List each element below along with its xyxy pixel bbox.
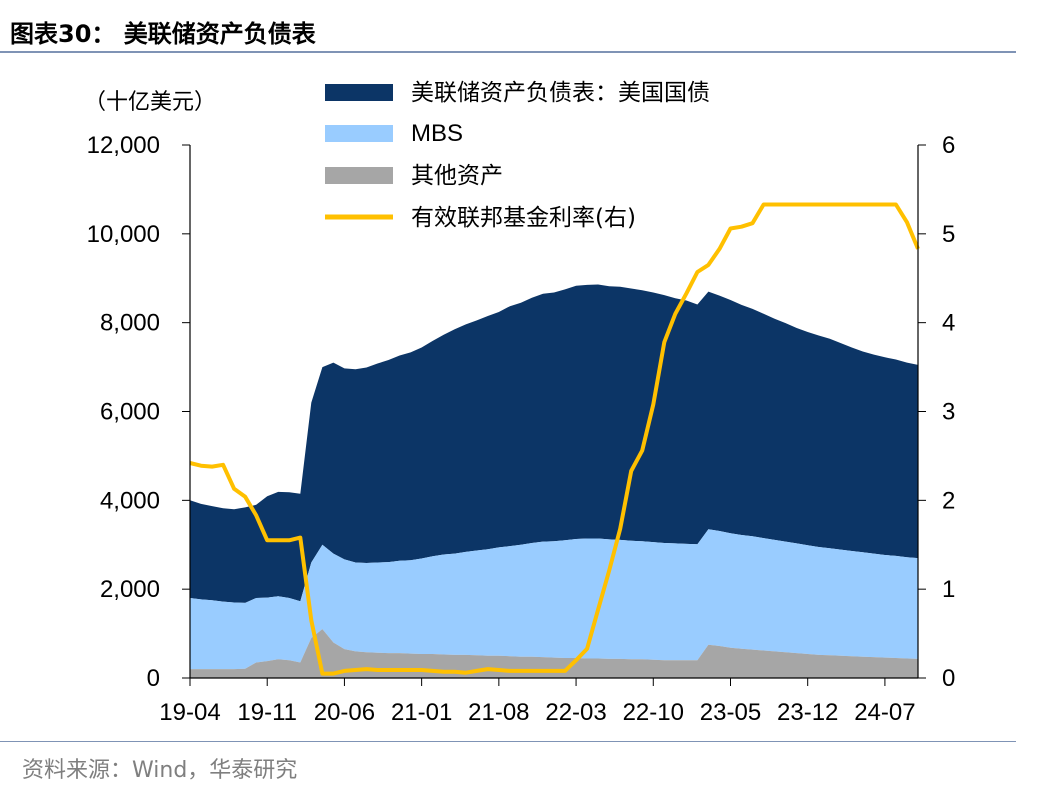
x-tick-label: 21-08 bbox=[468, 699, 529, 726]
legend-other-label: 其他资产 bbox=[411, 163, 503, 189]
x-tick-label: 19-04 bbox=[159, 699, 220, 726]
other-assets-area bbox=[190, 629, 918, 678]
x-tick-label: 24-07 bbox=[854, 699, 915, 726]
legend-mbs-swatch bbox=[325, 125, 393, 142]
title-rule bbox=[0, 51, 1016, 53]
legend-mbs-label: MBS bbox=[411, 120, 463, 147]
rate-line-group bbox=[189, 202, 920, 676]
x-tick-label: 19-11 bbox=[237, 699, 297, 726]
x-tick-label: 20-06 bbox=[314, 699, 375, 726]
x-tick-label: 23-12 bbox=[777, 699, 838, 726]
right-tick-label: 6 bbox=[942, 132, 955, 159]
legend-treasury-label: 美联储资产负债表：美国国债 bbox=[411, 80, 710, 106]
stacked-areas bbox=[190, 284, 918, 678]
right-tick-label: 0 bbox=[942, 665, 955, 692]
x-tick-label: 21-01 bbox=[391, 699, 452, 726]
x-tick-label: 22-03 bbox=[545, 699, 606, 726]
left-tick-label: 0 bbox=[147, 665, 160, 692]
mbs-area bbox=[190, 529, 918, 670]
left-tick-label: 6,000 bbox=[100, 399, 160, 426]
source-rule bbox=[0, 741, 1016, 742]
legend-treasury-swatch bbox=[325, 84, 393, 101]
right-tick-label: 1 bbox=[942, 576, 955, 603]
y-axis-unit-label: （十亿美元） bbox=[84, 90, 217, 115]
left-tick-label: 8,000 bbox=[100, 310, 160, 337]
figure-title: 图表30： 美联储资产负债表 bbox=[10, 20, 316, 48]
legend-fed-funds-label: 有效联邦基金利率(右) bbox=[411, 205, 636, 231]
right-tick-label: 5 bbox=[942, 221, 955, 248]
treasury-area bbox=[190, 284, 918, 603]
legend-other-swatch bbox=[325, 167, 393, 184]
left-tick-label: 2,000 bbox=[100, 576, 160, 603]
x-tick-label: 22-10 bbox=[623, 699, 684, 726]
x-tick-label: 23-05 bbox=[700, 699, 761, 726]
left-tick-label: 12,000 bbox=[87, 132, 160, 159]
fed-funds-rate-line bbox=[189, 202, 920, 676]
source-note: 资料来源：Wind，华泰研究 bbox=[22, 758, 298, 783]
right-tick-label: 4 bbox=[942, 310, 955, 337]
right-tick-label: 2 bbox=[942, 487, 955, 514]
left-tick-label: 10,000 bbox=[87, 221, 160, 248]
axes: 0 2,000 4,000 6,000 8,000 10,000 12,000 0 1 2 3 4 5 6… bbox=[87, 132, 956, 726]
left-tick-label: 4,000 bbox=[100, 487, 160, 514]
right-tick-label: 3 bbox=[942, 399, 955, 426]
